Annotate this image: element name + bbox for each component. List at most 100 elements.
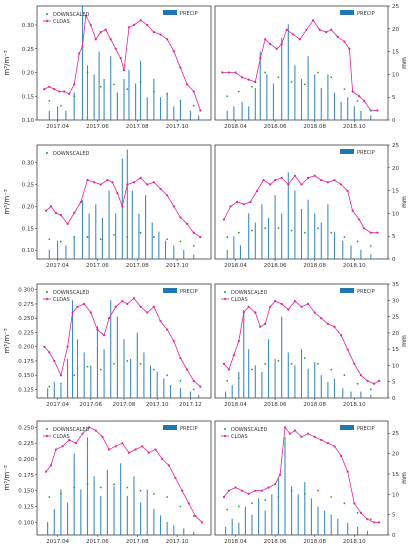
cldas-point [377, 379, 381, 382]
downscaled-point [60, 382, 62, 385]
y-tick-label: 0.300 [18, 288, 34, 294]
downscaled-point [86, 71, 89, 74]
cldas-point [292, 33, 295, 36]
cldas-point [366, 518, 369, 521]
cldas-point [127, 451, 131, 454]
cldas-point [73, 83, 76, 86]
cldas-point [106, 178, 109, 182]
cldas-point [326, 181, 329, 184]
downscaled-point [290, 362, 293, 365]
downscaled-point [48, 496, 51, 498]
y2-tick-label: 15 [392, 347, 399, 353]
downscaled-point [73, 95, 76, 98]
cldas-point [274, 300, 277, 303]
cldas-point [229, 205, 232, 208]
cldas-point [343, 40, 346, 43]
cldas-point [172, 50, 175, 53]
cldas-point [132, 297, 136, 300]
cldas-point [267, 486, 270, 489]
y-tick-label: 0.15 [22, 226, 35, 232]
downscaled-point [126, 236, 129, 238]
cldas-point [318, 28, 321, 31]
y2-tick-label: 5 [392, 234, 396, 240]
legend-precip-label: PRECIP [180, 426, 198, 432]
x-tick-label: 2018.04 [224, 402, 247, 408]
downscaled-point [48, 238, 51, 241]
cldas-point [373, 521, 376, 524]
downscaled-point [330, 368, 333, 371]
cldas-point [326, 322, 329, 325]
downscaled-point [126, 360, 129, 362]
legend-cldas-marker [45, 434, 49, 438]
cldas-point [333, 178, 336, 182]
downscaled-point [152, 492, 155, 495]
cldas-point [283, 426, 287, 429]
cldas-point [53, 359, 56, 363]
cldas-point [107, 448, 111, 451]
cldas-line [45, 177, 201, 238]
cldas-point [44, 470, 48, 473]
downscaled-point [86, 236, 89, 238]
x-tick-label: 2018.10 [343, 263, 366, 269]
cldas-point [121, 205, 124, 208]
cldas-point [293, 429, 296, 432]
cldas-point [333, 325, 336, 328]
legend-downscaled-marker [224, 291, 226, 293]
legend-precip-swatch [163, 425, 177, 430]
legend-precip-swatch [163, 288, 177, 293]
cldas-point [353, 362, 356, 365]
y-tick-label: 0.15 [22, 94, 35, 100]
downscaled-point [369, 244, 372, 247]
downscaled-point [113, 233, 115, 236]
panel-r3c1: 2017.04 2017.06 2017.08 2017.10 2017.12 0.125… [3, 283, 212, 408]
cldas-point [96, 328, 99, 331]
cldas-point [114, 47, 117, 50]
cldas-point [71, 311, 74, 314]
x-tick-label: 2018.10 [343, 539, 366, 545]
downscaled-point [86, 365, 89, 368]
cldas-point [293, 174, 296, 177]
legend-precip-label: PRECIP [357, 11, 375, 17]
panel-r2c2: 2018.04 2018.06 2018.08 2018.10 0 5 10 15 20 25 mm… [214, 143, 408, 269]
cldas-point [146, 183, 149, 186]
legend-downscaled-marker [46, 428, 48, 430]
downscaled-point [317, 71, 319, 74]
downscaled-point [179, 100, 182, 102]
cldas-point [351, 209, 354, 212]
legend-precip-label: PRECIP [357, 426, 375, 432]
cldas-point [114, 445, 117, 448]
y-tick-label: 0.150 [18, 373, 34, 379]
cldas-point [247, 78, 250, 81]
downscaled-point [73, 486, 76, 489]
cldas-point [104, 28, 107, 31]
cldas-point [139, 305, 142, 308]
x-tick-label: 2017.04 [46, 539, 69, 545]
downscaled-point [317, 489, 319, 492]
cldas-point [74, 442, 77, 445]
cldas-point [101, 435, 104, 438]
downscaled-point [152, 236, 155, 238]
x-tick-label: 2017.12 [179, 402, 202, 408]
cldas-point [172, 339, 175, 343]
cldas-point [293, 300, 296, 303]
legend-cldas-marker [45, 19, 49, 23]
cldas-point [99, 31, 102, 34]
legend-downscaled-label: DOWNSCALED [53, 427, 90, 433]
cldas-point [280, 42, 283, 46]
cldas-point [255, 189, 259, 193]
legend-downscaled-label: DOWNSCALED [231, 290, 268, 296]
cldas-point [76, 305, 79, 308]
y-tick-label: 0.20 [22, 71, 35, 77]
cldas-point [93, 181, 96, 184]
cldas-point [88, 426, 91, 429]
downscaled-point [237, 377, 240, 379]
cldas-point [340, 334, 343, 337]
x-tick-label: 2018.04 [224, 539, 247, 545]
cldas-point [247, 492, 250, 495]
cldas-point [63, 90, 66, 93]
cldas-point [340, 454, 343, 457]
downscaled-point [139, 81, 142, 83]
x-tick-label: 2018.10 [343, 124, 366, 130]
downscaled-point [343, 502, 346, 505]
